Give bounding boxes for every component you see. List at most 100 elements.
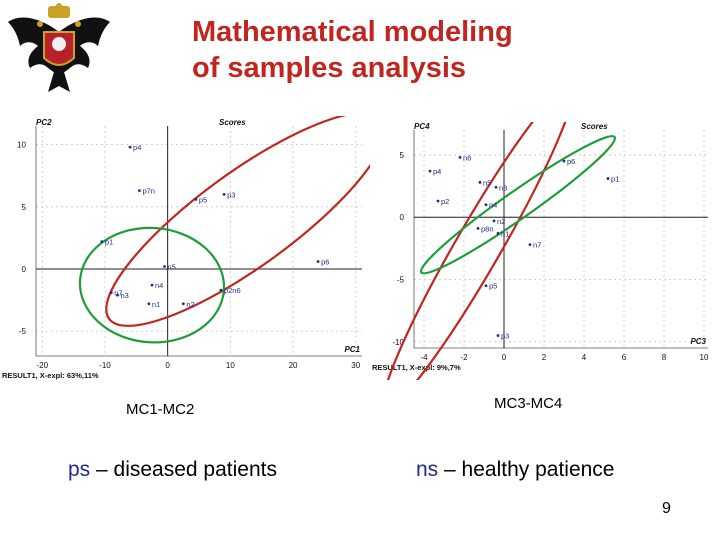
data-point-n7 (109, 291, 113, 294)
data-point-p6 (316, 260, 320, 263)
data-point-p4 (428, 169, 432, 173)
data-point-p2n6 (219, 288, 223, 292)
y-tick-label: 0 (400, 213, 405, 222)
point-label-p3: p3 (501, 332, 509, 341)
data-point-n1 (147, 302, 151, 306)
y-axis-label: PC2 (36, 118, 52, 127)
y-tick-label: 10 (17, 141, 26, 150)
point-label-n6: n6 (463, 153, 471, 162)
data-point-n3 (494, 185, 498, 189)
x-tick-label: 0 (165, 361, 170, 370)
point-label-n2: n2 (497, 217, 505, 226)
data-point-p6 (562, 159, 566, 163)
point-label-n3: n3 (121, 291, 129, 300)
point-label-n7: n7 (533, 241, 541, 250)
data-point-n7 (528, 243, 532, 247)
page-number: 9 (662, 500, 671, 517)
group-ellipse-ps (105, 116, 370, 327)
data-point-n4 (150, 283, 154, 287)
x-tick-label: -20 (36, 361, 48, 370)
point-label-p7n: p7n (142, 187, 155, 196)
legend-healthy: ns – healthy patience (416, 458, 614, 482)
grid-lines (36, 126, 362, 356)
data-point-n1 (496, 231, 500, 235)
data-point-p7n (138, 189, 141, 193)
legend-diseased: ps – diseased patients (68, 458, 277, 482)
x-tick-label: 2 (542, 353, 547, 362)
x-tick-label: -10 (99, 361, 111, 370)
x-tick-label: 8 (662, 353, 667, 362)
y-tick-label: -5 (397, 275, 405, 284)
x-tick-label: 10 (226, 361, 235, 370)
x-tick-label: 10 (700, 353, 709, 362)
data-point-n2 (492, 219, 496, 223)
data-point-p5 (484, 284, 488, 288)
data-point-n5 (478, 180, 482, 184)
legend-diseased-text: – diseased patients (90, 458, 277, 481)
data-point-n6 (458, 156, 462, 159)
data-point-n5 (163, 265, 166, 268)
data-point-n2 (181, 302, 185, 306)
x-tick-label: 30 (351, 361, 360, 370)
point-label-p4: p4 (433, 167, 441, 176)
caption-mc1-mc2: MC1-MC2 (126, 401, 195, 418)
point-label-n2: n2 (186, 300, 194, 309)
scores-plot-pc3-pc4: -4 -2 0 2 4 6 8 10 -10 -5 0 5 PC4 Scores PC3 RESULT1, X… (372, 122, 709, 380)
title-line-2: of samples analysis (192, 52, 467, 84)
data-point-p2 (436, 199, 440, 203)
legend-healthy-key: ns (416, 458, 439, 481)
point-label-p5: p5 (199, 195, 207, 204)
chart-footer: RESULT1, X-expl: 63%,11% (2, 371, 99, 380)
x-tick-label: 6 (622, 353, 627, 362)
x-tick-label: 0 (502, 353, 507, 362)
data-point-n4 (484, 203, 488, 207)
y-tick-label: 5 (22, 203, 27, 212)
data-point-p5 (194, 197, 198, 201)
y-tick-label: -10 (392, 338, 404, 347)
point-label-n4: n4 (155, 281, 163, 290)
y-tick-label: 0 (22, 265, 27, 274)
grid-lines (414, 130, 708, 348)
point-label-p1: p1 (105, 238, 113, 247)
point-label-p5: p5 (489, 282, 497, 291)
data-point-p8n (476, 227, 480, 230)
point-label-p4: p4 (133, 143, 141, 152)
chart-footer: RESULT1, X-expl: 9%,7% (372, 363, 461, 372)
group-ellipse-ns (419, 135, 617, 275)
x-tick-label: 20 (289, 361, 298, 370)
point-label-n5: n5 (483, 178, 491, 187)
legend-diseased-key: ps (68, 458, 91, 481)
point-label-n7: n7 (114, 289, 122, 298)
y-tick-label: -5 (19, 327, 27, 336)
point-label-p6: p6 (321, 258, 329, 267)
x-axis-label: PC1 (344, 345, 360, 354)
data-point-p3 (496, 334, 500, 337)
group-ellipse-ns (78, 226, 226, 344)
scores-plot-pc1-pc2: -20 -10 0 10 20 30 -5 0 5 10 PC2 Scores PC1 RESULT1, … (2, 116, 370, 380)
point-label-n5: n5 (168, 262, 176, 271)
legend-healthy-text: – healthy patience (438, 458, 615, 481)
point-label-n4: n4 (489, 201, 497, 210)
point-label-p3: p3 (227, 190, 235, 199)
data-point-p1 (100, 240, 104, 244)
x-tick-label: -4 (420, 353, 428, 362)
title-line-1: Mathematical modeling (192, 16, 513, 48)
x-tick-label: -2 (460, 353, 468, 362)
group-ellipse-ps (381, 122, 575, 380)
point-label-n1: n1 (152, 300, 160, 309)
chart-title: Scores (219, 118, 246, 127)
point-label-p1: p1 (611, 175, 619, 184)
x-axis-label: PC3 (690, 337, 706, 346)
slide-title: Mathematical modeling of samples analysi… (192, 14, 612, 86)
point-label-n1: n1 (501, 229, 509, 238)
data-point-n3 (116, 293, 119, 297)
data-point-p1 (606, 177, 610, 180)
point-label-n3: n3 (499, 183, 507, 192)
data-point-p4 (128, 145, 132, 149)
point-label-p8n: p8n (481, 224, 494, 233)
point-label-p2n6: p2n6 (224, 286, 241, 295)
x-tick-label: 4 (582, 353, 587, 362)
point-label-p6: p6 (567, 157, 575, 166)
caption-mc3-mc4: MC3-MC4 (494, 395, 563, 412)
y-tick-label: 5 (400, 151, 405, 160)
